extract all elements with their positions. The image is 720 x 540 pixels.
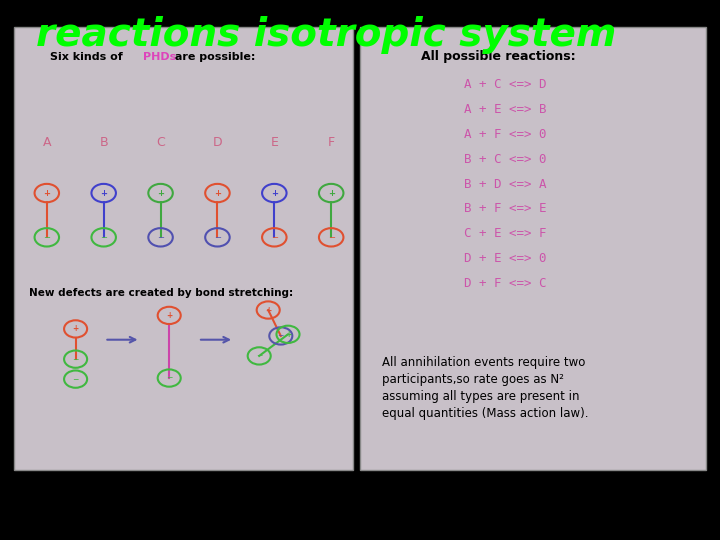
Text: C + E <=> F: C + E <=> F [464, 227, 546, 240]
Text: B: B [99, 136, 108, 148]
Text: −: − [157, 233, 164, 242]
Text: −: − [73, 355, 78, 363]
Bar [360, 27, 706, 470]
Text: F: F [328, 136, 335, 148]
Text: +: + [43, 188, 50, 198]
Text: −: − [43, 233, 50, 242]
Text: Six kinds of: Six kinds of [50, 52, 127, 62]
Text: +: + [285, 330, 291, 339]
Text: −: − [278, 332, 284, 340]
Text: +: + [100, 188, 107, 198]
Text: +: + [214, 188, 221, 198]
Text: B + F <=> E: B + F <=> E [464, 202, 546, 215]
Text: −: − [271, 233, 278, 242]
Text: +: + [271, 188, 278, 198]
Bar [14, 27, 353, 470]
Text: −: − [328, 233, 335, 242]
Text: −: − [166, 374, 172, 382]
Text: −: − [73, 375, 78, 383]
Text: A + E <=> B: A + E <=> B [464, 103, 546, 116]
Text: +: + [157, 188, 164, 198]
Text: A: A [42, 136, 51, 148]
Text: +: + [265, 306, 271, 314]
Text: All possible reactions:: All possible reactions: [421, 50, 576, 63]
Text: −: − [214, 233, 221, 242]
Text: PHDs: PHDs [143, 52, 176, 62]
Text: D + E <=> 0: D + E <=> 0 [464, 252, 546, 265]
Text: C: C [156, 136, 165, 148]
Text: reactions isotropic system: reactions isotropic system [36, 16, 616, 54]
Text: All annihilation events require two
participants,so rate goes as N²
assuming all: All annihilation events require two part… [382, 356, 588, 421]
Text: A + F <=> 0: A + F <=> 0 [464, 128, 546, 141]
Text: +: + [328, 188, 335, 198]
Text: are possible:: are possible: [171, 52, 256, 62]
Text: E: E [271, 136, 278, 148]
Text: −: − [100, 233, 107, 242]
Text: +: + [73, 325, 78, 333]
Text: New defects are created by bond stretching:: New defects are created by bond stretchi… [29, 288, 293, 298]
Text: D + F <=> C: D + F <=> C [464, 277, 546, 290]
Text: B + D <=> A: B + D <=> A [464, 178, 546, 191]
Text: −: − [256, 352, 262, 360]
Text: D: D [212, 136, 222, 148]
Text: B + C <=> 0: B + C <=> 0 [464, 153, 546, 166]
Text: A + C <=> D: A + C <=> D [464, 78, 546, 91]
Text: +: + [166, 311, 172, 320]
